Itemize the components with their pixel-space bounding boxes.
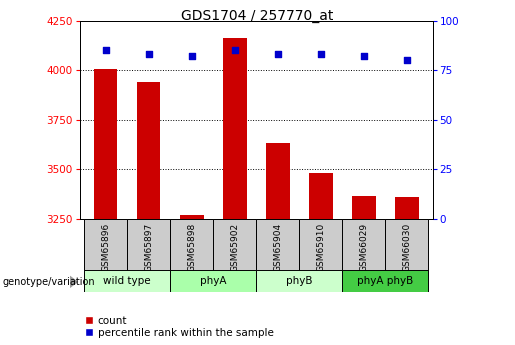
Bar <box>94 69 117 219</box>
Text: GSM65897: GSM65897 <box>144 223 153 273</box>
Text: GSM65896: GSM65896 <box>101 223 110 273</box>
Bar <box>180 215 203 219</box>
Point <box>317 52 325 57</box>
Bar <box>309 174 333 219</box>
Bar <box>266 143 289 219</box>
Text: GSM65910: GSM65910 <box>316 223 325 273</box>
Point <box>101 48 110 53</box>
Bar <box>170 219 213 271</box>
Text: GSM66029: GSM66029 <box>359 223 368 272</box>
Point <box>359 54 368 59</box>
Text: phyA phyB: phyA phyB <box>357 276 414 286</box>
Text: GDS1704 / 257770_at: GDS1704 / 257770_at <box>181 9 334 23</box>
Bar <box>395 197 419 219</box>
Polygon shape <box>70 276 78 288</box>
Text: phyA: phyA <box>200 276 227 286</box>
Bar <box>84 270 170 292</box>
Bar <box>170 270 256 292</box>
Text: phyB: phyB <box>286 276 313 286</box>
Legend: count, percentile rank within the sample: count, percentile rank within the sample <box>85 316 273 338</box>
Bar <box>223 38 247 219</box>
Text: GSM65898: GSM65898 <box>187 223 196 273</box>
Bar <box>256 219 299 271</box>
Point <box>403 58 411 63</box>
Point <box>187 54 196 59</box>
Point <box>231 48 239 53</box>
Text: wild type: wild type <box>104 276 151 286</box>
Bar <box>256 270 342 292</box>
Text: genotype/variation: genotype/variation <box>3 277 95 287</box>
Bar <box>84 219 127 271</box>
Bar <box>299 219 342 271</box>
Text: GSM65902: GSM65902 <box>230 223 239 272</box>
Bar <box>213 219 256 271</box>
Bar <box>352 196 375 219</box>
Text: GSM66030: GSM66030 <box>402 223 411 273</box>
Bar <box>342 219 385 271</box>
Point <box>145 52 153 57</box>
Bar <box>127 219 170 271</box>
Bar <box>137 82 161 219</box>
Bar <box>342 270 428 292</box>
Bar <box>385 219 428 271</box>
Point <box>273 52 282 57</box>
Text: GSM65904: GSM65904 <box>273 223 282 272</box>
